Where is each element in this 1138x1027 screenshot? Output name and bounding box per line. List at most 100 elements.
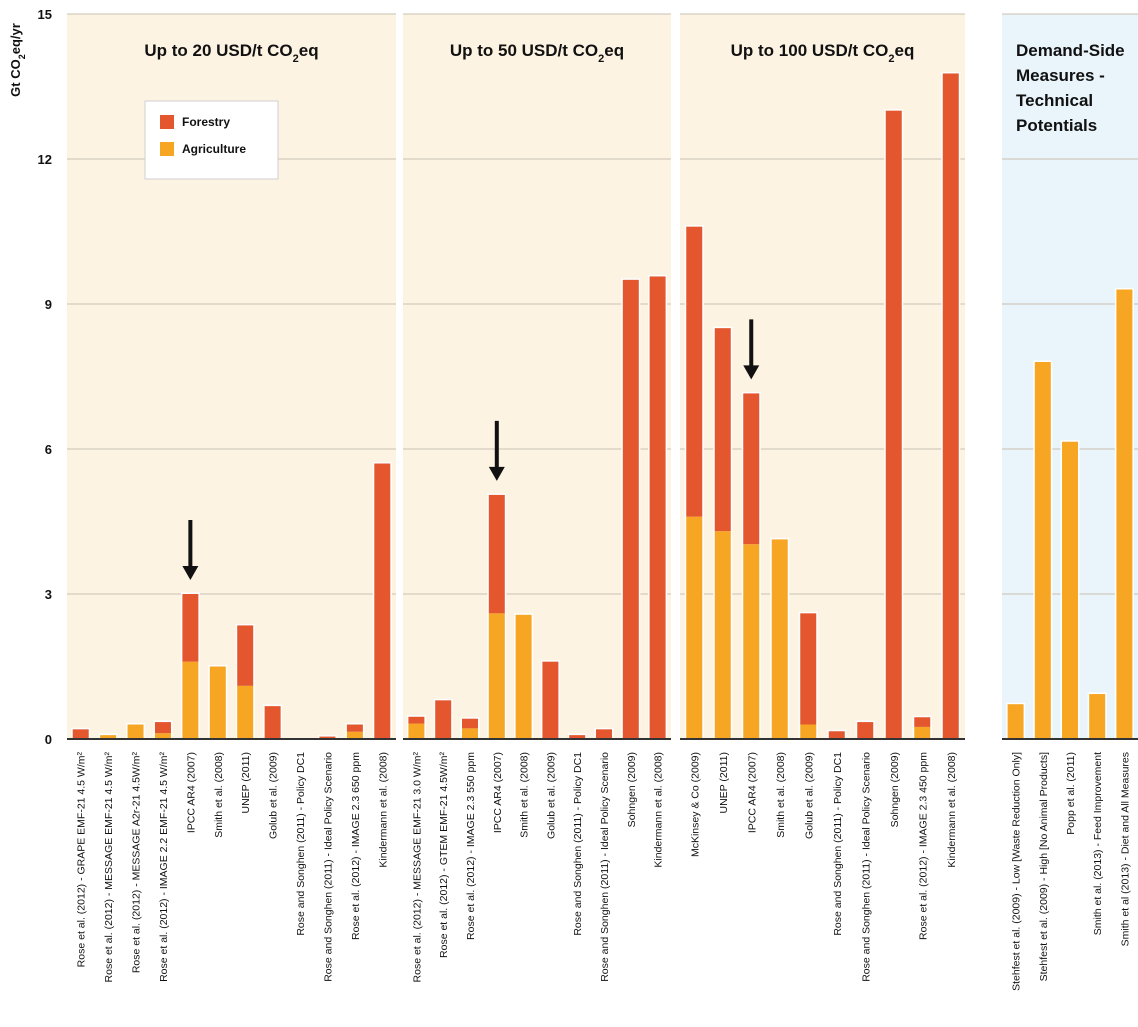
bar: [208, 665, 228, 739]
panel-title: Up to 20 USD/t CO2eq: [144, 41, 318, 65]
bar-segment-agriculture: [408, 723, 425, 739]
bar-label: Smith et al. (2008): [519, 752, 531, 838]
bar-label: Smith et al (2013) - Diet and All Measur…: [1119, 752, 1131, 946]
bar: [433, 698, 453, 739]
bar-label: Rose et al. (2012) - IMAGE 2.3 450 ppm: [917, 752, 929, 940]
bar-label: Golub et al. (2009): [545, 752, 557, 839]
labels: 0 3 6 9 12 15 Up to 20 USD/t CO2eq Rose et al. …: [38, 7, 1132, 991]
bar: [827, 729, 847, 739]
y-tick-label: 3: [45, 587, 52, 602]
bar: [460, 717, 480, 739]
bar-label: Rose et al. (2012) - GRAPE EMF-21 4.5 W/…: [76, 751, 88, 967]
bar-segment-forestry: [914, 717, 931, 727]
bar-segment-agriculture: [771, 539, 788, 739]
legend: Forestry Agriculture: [144, 100, 279, 180]
bar-label: Golub et al. (2009): [803, 752, 815, 839]
bar: [713, 326, 733, 739]
bar-label: IPCC AR4 (2007): [185, 752, 197, 833]
bar-segment-agriculture: [714, 531, 731, 739]
bar-label: Stehfest et al. (2009) - Low [Waste Redu…: [1011, 752, 1023, 991]
bar: [372, 462, 392, 739]
bar: [317, 735, 337, 739]
bar-label: Rose et al. (2012) - GTEM EMF-21 4.5W/m²: [438, 752, 450, 958]
bar: [621, 278, 641, 739]
bar: [941, 71, 961, 739]
bar-segment-forestry: [569, 735, 586, 739]
bar-segment-agriculture: [515, 614, 532, 739]
bar-segment-forestry: [72, 729, 89, 739]
bar: [1087, 692, 1107, 739]
bar-segment-forestry: [649, 276, 666, 739]
bar-segment-forestry: [154, 722, 171, 734]
bar-segment-forestry: [319, 736, 336, 739]
bar-label: UNEP (2011): [240, 752, 252, 813]
bar-segment-forestry: [408, 716, 425, 724]
legend-swatch-forestry: [160, 115, 174, 129]
bar-label: IPCC AR4 (2007): [746, 752, 758, 833]
bar: [648, 274, 668, 739]
bar-segment-agriculture: [182, 661, 199, 739]
bar-segment-forestry: [743, 393, 760, 545]
bar: [1114, 288, 1134, 739]
bar: [684, 225, 704, 739]
bar-label: Rose and Songhen (2011) - Ideal Policy S…: [322, 752, 334, 982]
legend-swatch-agriculture: [160, 142, 174, 156]
bar: [487, 493, 507, 739]
panel-title-line: Technical: [1016, 91, 1093, 110]
bar-label: Rose and Songhen (2011) - Policy DC1: [832, 752, 844, 936]
bar-segment-forestry: [374, 463, 391, 739]
bar-segment-agriculture: [488, 613, 505, 739]
bar-segment-agriculture: [1034, 362, 1051, 739]
bar-label: Kindermann et al. (2008): [653, 752, 665, 868]
bar-segment-forestry: [942, 73, 959, 739]
legend-box: [144, 100, 279, 180]
bar-label: Rose et al. (2012) - MESSAGE EMF-21 3.0 …: [411, 751, 423, 982]
bar-segment-forestry: [857, 722, 874, 739]
bar: [126, 723, 146, 739]
bar-label: IPCC AR4 (2007): [492, 752, 504, 833]
bar-label: Golub et al. (2009): [268, 752, 280, 839]
bar-segment-agriculture: [237, 685, 254, 739]
bar-segment-forestry: [885, 110, 902, 739]
bar-segment-forestry: [462, 718, 478, 729]
bar: [235, 623, 255, 739]
bar: [345, 723, 365, 739]
bar-label: Rose et al. (2012) - MESSAGE A2r-21 4.5W…: [131, 752, 143, 974]
bar-segment-agriculture: [346, 731, 363, 739]
legend-label-agriculture: Agriculture: [182, 142, 246, 156]
y-tick-label: 15: [38, 7, 52, 22]
bar-segment-forestry: [714, 328, 731, 532]
bar: [798, 611, 818, 739]
bar-label: UNEP (2011): [718, 752, 730, 813]
bar-segment-forestry: [346, 724, 363, 732]
bar-label: Rose et al. (2012) - IMAGE 2.2 EMF-21 4.…: [158, 752, 170, 982]
bar-label: Rose et al. (2012) - IMAGE 2.3 550 ppm: [465, 752, 477, 940]
bar-segment-forestry: [435, 700, 452, 739]
bar-label: Rose and Songhen (2011) - Policy DC1: [295, 752, 307, 936]
bar-label: Sohngen (2009): [889, 752, 901, 827]
bar-segment-agriculture: [1089, 694, 1106, 739]
bar: [594, 727, 614, 739]
panel-title: Up to 50 USD/t CO2eq: [450, 41, 624, 65]
bar-segment-agriculture: [100, 735, 117, 739]
bar-segment-agriculture: [209, 666, 226, 739]
bar-segment-forestry: [686, 226, 703, 517]
bars: [71, 71, 1134, 739]
bar-label: Kindermann et al. (2008): [946, 752, 958, 868]
bar-segment-forestry: [182, 594, 199, 662]
arrow-head: [488, 466, 505, 481]
bar: [98, 733, 118, 739]
bar-label: McKinsey & Co (2009): [689, 752, 701, 857]
bar-segment-agriculture: [1116, 289, 1133, 739]
arrow-head: [743, 365, 760, 380]
bar-label: Kindermann et al. (2008): [377, 752, 389, 868]
bar-segment-agriculture: [686, 516, 703, 739]
bar: [741, 391, 761, 739]
bar-label: Rose and Songhen (2011) - Ideal Policy S…: [860, 752, 872, 982]
bar-segment-agriculture: [914, 726, 931, 739]
bar-segment-forestry: [596, 729, 612, 739]
bar-segment-forestry: [488, 494, 505, 614]
legend-label-forestry: Forestry: [182, 115, 230, 129]
bar-label: Rose and Songhen (2011) - Ideal Policy S…: [599, 752, 611, 982]
